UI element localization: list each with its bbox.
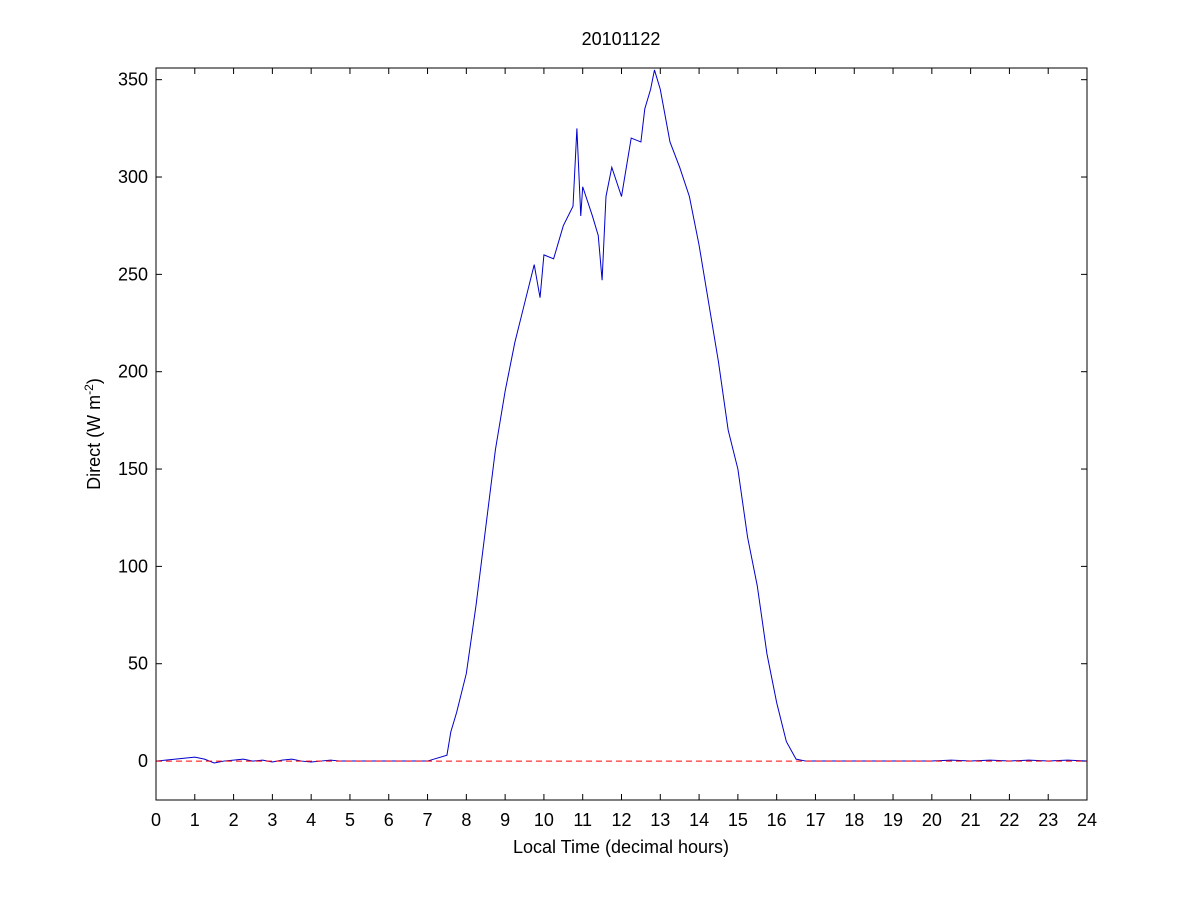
y-axis-label: Direct (W m-2) [82, 378, 104, 490]
x-tick-label: 7 [423, 810, 433, 830]
y-tick-label: 200 [118, 362, 148, 382]
x-tick-label: 11 [573, 810, 592, 830]
x-tick-label: 10 [534, 810, 554, 830]
x-tick-label: 24 [1077, 810, 1097, 830]
chart-title: 20101122 [582, 29, 661, 49]
x-tick-label: 3 [267, 810, 277, 830]
x-tick-label: 0 [151, 810, 161, 830]
x-tick-label: 20 [922, 810, 942, 830]
x-tick-label: 2 [229, 810, 239, 830]
y-tick-label: 50 [128, 654, 148, 674]
y-tick-label: 350 [118, 70, 148, 90]
x-tick-label: 15 [728, 810, 748, 830]
y-axis-label-text: Direct (W m [84, 395, 104, 490]
x-tick-label: 1 [190, 810, 200, 830]
y-tick-label: 0 [138, 751, 148, 771]
y-tick-label: 100 [118, 556, 148, 576]
x-tick-label: 21 [961, 810, 981, 830]
data-line [155, 69, 1088, 764]
x-tick-label: 23 [1038, 810, 1058, 830]
x-tick-label: 16 [767, 810, 787, 830]
x-tick-label: 22 [999, 810, 1019, 830]
x-tick-label: 9 [500, 810, 510, 830]
x-tick-label: 17 [805, 810, 825, 830]
y-tick-label: 250 [118, 264, 148, 284]
plot-frame [155, 67, 1088, 801]
x-tick-label: 18 [844, 810, 864, 830]
y-axis-label-suffix: ) [84, 378, 104, 384]
x-tick-label: 19 [883, 810, 903, 830]
x-tick-label: 4 [306, 810, 316, 830]
x-tick-label: 14 [689, 810, 709, 830]
x-tick-label: 12 [611, 810, 631, 830]
x-tick-label: 8 [461, 810, 471, 830]
x-tick-label: 13 [650, 810, 670, 830]
x-tick-label: 5 [345, 810, 355, 830]
y-tick-label: 300 [118, 167, 148, 187]
x-tick-label: 6 [384, 810, 394, 830]
y-tick-label: 150 [118, 459, 148, 479]
x-axis-label: Local Time (decimal hours) [513, 837, 729, 857]
y-axis-label-sup: -2 [82, 384, 96, 395]
